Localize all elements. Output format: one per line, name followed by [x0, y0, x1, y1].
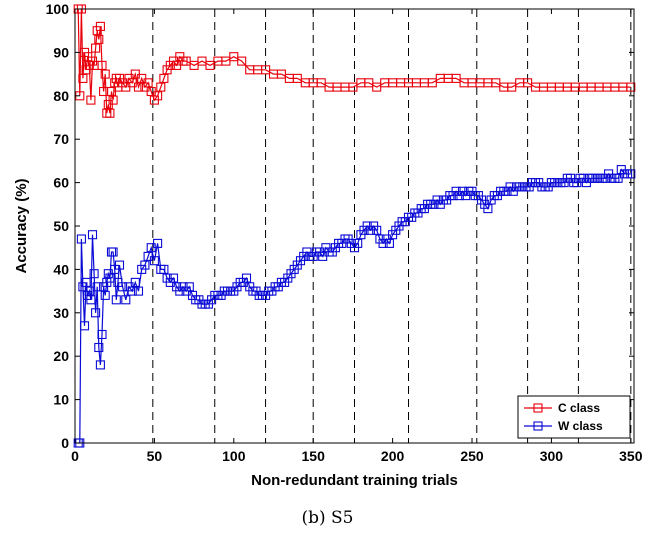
data-point [153, 91, 163, 101]
y-tick-label: 80 [53, 88, 69, 104]
data-point [79, 321, 90, 331]
legend-box [517, 395, 631, 439]
data-point [114, 260, 125, 270]
data-point [118, 282, 128, 292]
x-tick-label: 50 [147, 448, 163, 464]
data-point [108, 95, 118, 105]
legend-label: W class [558, 419, 603, 433]
data-point [89, 269, 99, 279]
data-point [353, 238, 363, 248]
data-point [156, 82, 166, 92]
y-tick-label: 20 [53, 348, 69, 364]
data-point [241, 273, 252, 283]
x-tick-label: 300 [540, 448, 564, 464]
y-axis-ticks: 0 10 20 30 40 50 60 70 80 90 100 [46, 1, 634, 451]
data-point [168, 273, 179, 283]
data-point [384, 238, 394, 248]
data-point [92, 282, 102, 292]
data-point [91, 308, 101, 318]
x-tick-label: 250 [460, 448, 484, 464]
legend-entries: C class W class [524, 401, 603, 433]
y-tick-label: 70 [53, 131, 69, 147]
y-axis-title: Accuracy (%) [13, 178, 30, 273]
x-axis-ticks: 0 50 100 150 200 250 300 350 [71, 9, 643, 464]
data-point [86, 295, 96, 305]
accuracy-chart: 0 50 100 150 200 250 300 350 0 10 20 30 40 50 60 70 80 9… [13, 1, 643, 489]
data-point [626, 82, 636, 92]
data-point [133, 286, 144, 296]
data-point [111, 295, 121, 305]
data-point [153, 238, 163, 248]
data-point [87, 230, 98, 240]
y-tick-label: 0 [61, 435, 69, 451]
series-c-class [73, 4, 636, 118]
data-point [94, 34, 104, 44]
data-point [159, 264, 169, 274]
data-point [97, 60, 107, 70]
data-point [184, 282, 194, 292]
data-series [73, 4, 636, 448]
dashed-vertical-lines [152, 9, 632, 443]
data-point [105, 108, 115, 118]
data-point [127, 286, 137, 296]
y-tick-label: 40 [53, 261, 69, 277]
y-tick-label: 60 [53, 175, 69, 191]
data-point [237, 56, 247, 66]
data-point [94, 342, 104, 353]
data-point [100, 69, 110, 79]
legend-marker [533, 421, 543, 431]
x-tick-label: 150 [302, 448, 326, 464]
legend-label: C class [558, 401, 600, 415]
data-point [76, 234, 86, 244]
data-point [626, 169, 636, 179]
figure-caption: (b) S5 [301, 508, 354, 528]
data-point [100, 290, 110, 300]
y-tick-label: 10 [53, 392, 69, 408]
data-point [149, 256, 159, 266]
legend: C class W class [517, 395, 631, 439]
data-point [95, 21, 105, 31]
data-point [97, 329, 107, 340]
data-point [108, 247, 118, 257]
series-w-class [73, 165, 636, 448]
x-tick-label: 350 [619, 448, 643, 464]
y-tick-label: 100 [46, 1, 70, 17]
x-tick-label: 200 [381, 448, 405, 464]
data-point [372, 225, 382, 235]
x-tick-label: 0 [71, 448, 79, 464]
y-tick-label: 30 [53, 305, 69, 321]
data-point [81, 277, 91, 287]
x-tick-label: 100 [222, 448, 246, 464]
y-tick-label: 90 [53, 44, 69, 60]
y-tick-label: 50 [53, 218, 69, 234]
data-point [483, 204, 493, 214]
data-point [78, 73, 88, 83]
data-point [91, 43, 101, 53]
data-point [133, 82, 144, 92]
data-point [86, 95, 96, 105]
data-point [121, 295, 131, 305]
data-point [143, 78, 153, 88]
data-point [130, 277, 140, 287]
data-point [159, 73, 169, 83]
data-point [140, 260, 150, 270]
x-axis-title: Non-redundant training trials [251, 472, 458, 489]
legend-marker [533, 403, 543, 413]
data-point [95, 360, 105, 370]
